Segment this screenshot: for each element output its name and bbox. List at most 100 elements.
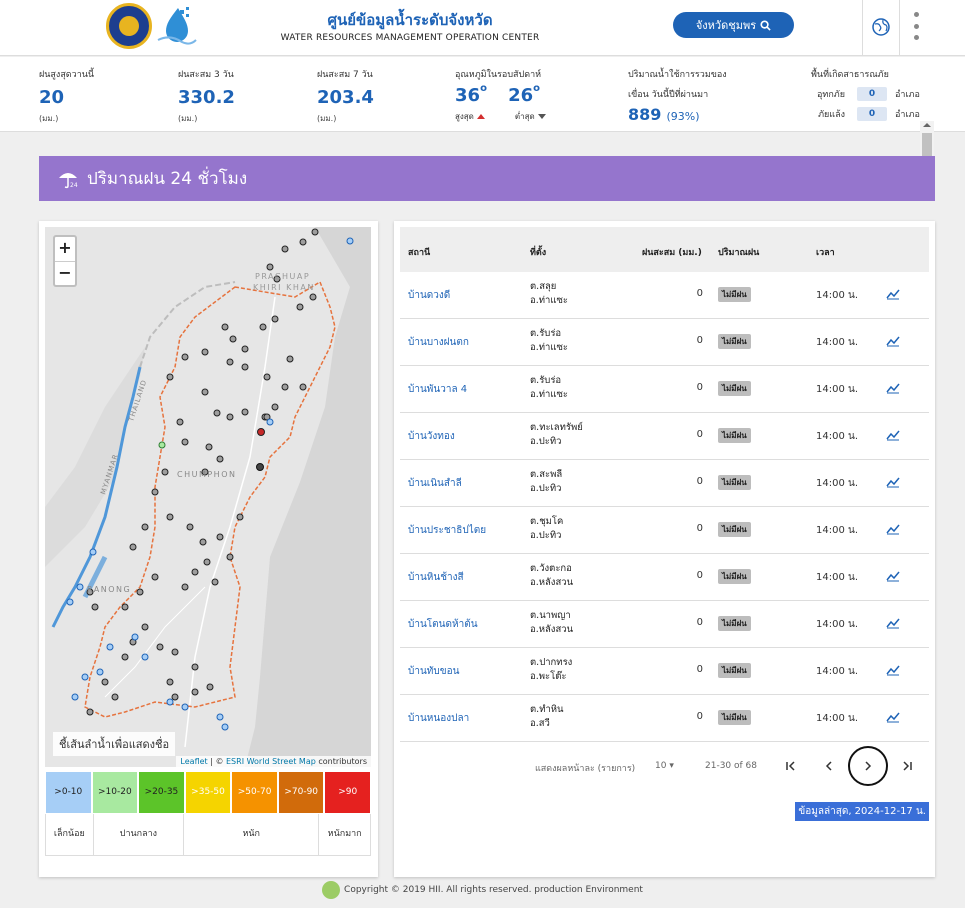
rain-station-map[interactable]: PRACHUAP KHIRI KHAN CHUMPHON RANONG MYAN… (45, 227, 371, 767)
legend-label-very-heavy: หนักมาก (327, 829, 362, 839)
station-link[interactable]: บ้านประชาธิปไตย (408, 525, 487, 536)
chart-icon[interactable] (886, 617, 900, 629)
site-subtitle: WATER RESOURCES MANAGEMENT OPERATION CEN… (280, 33, 540, 43)
last-page-button[interactable] (896, 755, 918, 777)
temp-min: 26 (508, 85, 534, 106)
arrow-down-icon (537, 114, 546, 119)
arrow-up-icon (476, 114, 485, 119)
col-rain[interactable]: ฝนสะสม (มม.) (642, 248, 702, 258)
chart-icon[interactable] (886, 570, 900, 582)
station-location: ต.รับร่อ อ.ท่าแซะ (530, 328, 568, 353)
first-page-button[interactable] (780, 755, 802, 777)
time-value: 14:00 น. (816, 619, 859, 630)
time-value: 14:00 น. (816, 713, 859, 724)
station-link[interactable]: บ้านทับขอน (408, 666, 460, 677)
rain-status-badge: ไม่มีฝน (718, 334, 751, 349)
kebab-menu-icon[interactable] (911, 12, 921, 40)
chart-icon[interactable] (886, 382, 900, 394)
stat-rain-7day: ฝนสะสม 7 วัน 203.4 (มม.) (317, 70, 374, 123)
time-value: 14:00 น. (816, 431, 859, 442)
drought-count-badge: 0 (857, 107, 887, 121)
next-page-button[interactable] (848, 746, 888, 786)
first-page-icon (786, 761, 795, 771)
stat-temperature: อุณหภูมิในรอบสัปดาห์ 36 o 26 o สูงสุด ต่ำส… (455, 67, 546, 123)
table-row: บ้านโตนดห้าต้น ต.นาพญา อ.หลังสวน 0 ไม่มีฝน 14… (400, 601, 929, 648)
station-link[interactable]: บ้านพันวาล 4 (408, 384, 468, 395)
col-location[interactable]: ที่ตั้ง (530, 248, 547, 258)
station-link[interactable]: บ้านหนองปลา (408, 713, 470, 724)
station-link[interactable]: บ้านดวงดี (408, 290, 451, 301)
rain-status-badge: ไม่มีฝน (718, 569, 751, 584)
water-drop-logo (157, 7, 197, 45)
station-table-card: สถานี ที่ตั้ง ฝนสะสม (มม.) ปริมาณฝน เวลา… (394, 221, 935, 877)
time-value: 14:00 น. (816, 384, 859, 395)
legend-range-0: >0-10 (45, 771, 92, 814)
prev-page-button[interactable] (818, 755, 840, 777)
chart-icon[interactable] (886, 429, 900, 441)
rain-value: 0 (696, 523, 703, 534)
rain-status-badge: ไม่มีฝน (718, 428, 751, 443)
station-link[interactable]: บ้านหินช้างสี (408, 572, 464, 583)
chart-icon[interactable] (886, 711, 900, 723)
zoom-in-button[interactable]: + (58, 238, 72, 257)
last-page-icon (903, 761, 912, 771)
station-location: ต.นาพญา อ.หลังสวน (530, 610, 574, 635)
site-title: ศูนย์ข้อมูลน้ำระดับจังหวัด (327, 11, 493, 29)
col-time[interactable]: เวลา (816, 248, 835, 258)
zoom-out-button[interactable]: − (55, 261, 75, 285)
rain-value: 0 (696, 476, 703, 487)
search-icon (760, 19, 771, 31)
rain-status-badge: ไม่มีฝน (718, 522, 751, 537)
station-location: ต.ทะเลทรัพย์ อ.ปะทิว (530, 422, 583, 447)
time-value: 14:00 น. (816, 525, 859, 536)
hii-logo (322, 881, 341, 899)
time-value: 14:00 น. (816, 337, 859, 348)
chart-icon[interactable] (886, 335, 900, 347)
rain-status-badge: ไม่มีฝน (718, 287, 751, 302)
station-link[interactable]: บ้านวังทอง (408, 431, 455, 442)
station-location: ต.ทำหิน อ.สวี (530, 704, 564, 729)
map-card: PRACHUAP KHIRI KHAN CHUMPHON RANONG MYAN… (39, 221, 378, 877)
chart-icon[interactable] (886, 664, 900, 676)
stat-dam: ปริมาณน้ำใช้การรวมของ เขื่อน วันนี้ปีที่… (628, 70, 727, 124)
esri-link[interactable]: ESRI World Street Map (226, 757, 316, 766)
table-row: บ้านเนินสำลี ต.สะพลี อ.ปะทิว 0 ไม่มีฝน 14:00 … (400, 460, 929, 507)
map-attribution: Leaflet | © ESRI World Street Map contri… (176, 756, 371, 767)
rain-value: 0 (696, 664, 703, 675)
rain-value: 0 (696, 617, 703, 628)
rain-value: 0 (696, 288, 703, 299)
province-label: จังหวัดชุมพร (695, 19, 757, 32)
rain-legend: >0-10 >10-20 >20-35 >35-50 >50-70 >70-90… (45, 771, 372, 856)
legend-label-moderate: ปานกลาง (94, 814, 185, 855)
table-row: บ้านทับขอน ต.ปากทรง อ.พะโต๊ะ 0 ไม่มีฝน 14:00 … (400, 648, 929, 695)
footer: Copyright © 2019 HII. All rights reserve… (0, 881, 965, 899)
station-link[interactable]: บ้านโตนดห้าต้น (408, 619, 478, 630)
station-link[interactable]: บ้านบางฝนตก (408, 337, 469, 348)
per-page-select[interactable]: 10 ▾ (655, 761, 674, 771)
col-station[interactable]: สถานี (408, 248, 431, 258)
station-location: ต.วังตะกอ อ.หลังสวน (530, 563, 574, 588)
umbrella-rain-icon: 24 (59, 172, 78, 189)
chevron-right-icon (865, 761, 872, 771)
chart-icon[interactable] (886, 288, 900, 300)
page-range: 21-30 of 68 (705, 761, 758, 771)
globe-icon[interactable] (871, 17, 891, 37)
time-value: 14:00 น. (816, 666, 859, 677)
chart-icon[interactable] (886, 523, 900, 535)
copyright-text: Copyright © 2019 HII. All rights reserve… (344, 885, 643, 895)
map-label-prachuap: PRACHUAP (255, 272, 310, 281)
station-location: ต.รับร่อ อ.ท่าแซะ (530, 375, 568, 400)
province-search-button[interactable]: จังหวัดชุมพร (673, 12, 794, 38)
stat-rain-3day: ฝนสะสม 3 วัน 330.2 (มม.) (178, 70, 235, 123)
table-row: บ้านบางฝนตก ต.รับร่อ อ.ท่าแซะ 0 ไม่มีฝน 14:00… (400, 319, 929, 366)
col-amount[interactable]: ปริมาณฝน (718, 248, 760, 258)
legend-label-heavy: หนัก (184, 814, 320, 855)
leaflet-link[interactable]: Leaflet (180, 757, 208, 766)
chart-icon[interactable] (886, 476, 900, 488)
station-link[interactable]: บ้านเนินสำลี (408, 478, 462, 489)
summary-stats-bar: ฝนสูงสุดวานนี้ 20 (มม.) ฝนสะสม 3 วัน 330… (0, 57, 965, 181)
section-title: ปริมาณฝน 24 ชั่วโมง (87, 169, 248, 189)
rain-value: 0 (696, 711, 703, 722)
table-row: บ้านพันวาล 4 ต.รับร่อ อ.ท่าแซะ 0 ไม่มีฝน 14:0… (400, 366, 929, 413)
table-row: บ้านหินช้างสี ต.วังตะกอ อ.หลังสวน 0 ไม่มีฝน 1… (400, 554, 929, 601)
